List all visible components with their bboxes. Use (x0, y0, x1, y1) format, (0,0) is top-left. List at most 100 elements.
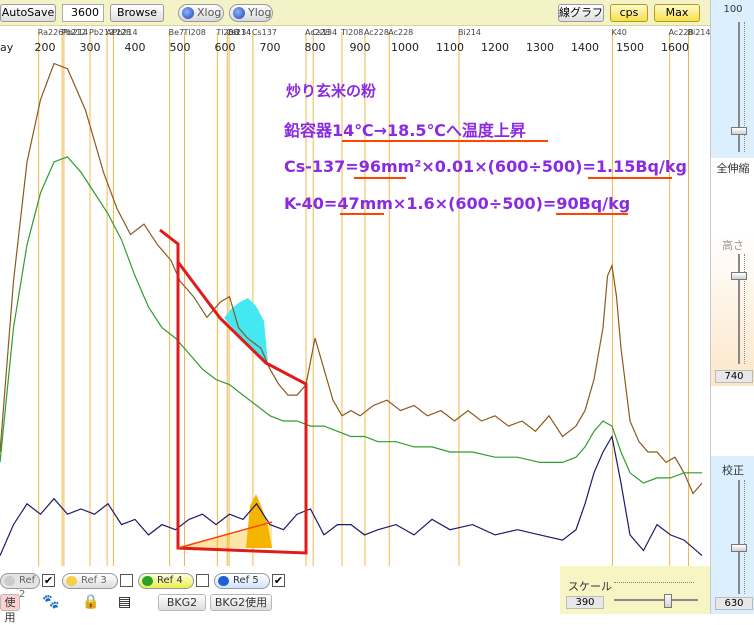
ref2-toggle[interactable]: Ref 2 (0, 573, 40, 600)
browse-button[interactable]: Browse (110, 4, 164, 22)
annotation-layer: 炒り玄米の粉 鉛容器14℃→18.5℃へ温度上昇 Cs-137=96mm²×0.… (284, 82, 687, 215)
autosave-button[interactable]: AutoSave (0, 4, 56, 22)
marker-label-pb214-2: Pb214 (63, 28, 88, 37)
baseline-shape-layer (159, 228, 308, 555)
marker-label-pb212-1: Pb212 (61, 28, 86, 37)
ylog-label: Ylog (248, 6, 272, 19)
marker-label-be7-6: Be7 (169, 28, 185, 37)
ref4-toggle[interactable]: Ref 4 (138, 573, 194, 589)
scale-track (614, 599, 698, 601)
cps-button[interactable]: cps (610, 4, 648, 22)
annotation-cs137: Cs-137=96mm²×0.01×(600÷500)=1.15Bq/kg (284, 157, 687, 176)
scale-value: 390 (566, 596, 604, 609)
ylog-toggle[interactable]: Ylog (229, 4, 273, 22)
x-tick-label-1400: 1400 (571, 41, 599, 54)
calibration-section: 校正 630 (711, 456, 754, 614)
ref4-label: Ref 4 (157, 575, 183, 586)
zoom-ticks (744, 22, 748, 152)
paw-icon[interactable]: 🐾 (42, 594, 60, 610)
marker-label-bi214-20: Bi214 (688, 28, 711, 37)
max-button[interactable]: Max (654, 4, 700, 22)
x-tick-label-1000: 1000 (391, 41, 419, 54)
annotation-temperature: 鉛容器14℃→18.5℃へ温度上昇 (284, 121, 526, 140)
height-track (738, 254, 740, 364)
height-ticks (744, 254, 748, 364)
bkg2-button[interactable]: BKG2 (158, 594, 206, 611)
use-button[interactable]: 使用 (0, 594, 20, 624)
ref4-checkbox[interactable] (196, 574, 209, 587)
ref5-checkbox[interactable]: ✔ (272, 574, 285, 587)
xlog-toggle[interactable]: Xlog (178, 4, 224, 22)
calibration-ticks (744, 480, 748, 594)
zoom-slider-thumb[interactable] (731, 127, 747, 135)
x-tick-label-1100: 1100 (436, 41, 464, 54)
ref2-label: Ref 2 (19, 575, 36, 600)
calibration-value: 630 (715, 597, 753, 610)
marker-label-tl208-7: Tl208 (183, 28, 206, 37)
zoom-label: 全伸縮 (716, 162, 750, 175)
calibration-slider-thumb[interactable] (731, 544, 747, 552)
series-line-0 (0, 62, 703, 495)
x-tick-label-700: 700 (260, 41, 281, 54)
x-tick-label-400: 400 (125, 41, 146, 54)
x-tick-label-900: 900 (350, 41, 371, 54)
scale-slider-thumb[interactable] (664, 594, 672, 608)
x-tick-label-ay: ay (0, 41, 14, 54)
bkg2-use-button[interactable]: BKG2使用 (210, 594, 272, 611)
measure-time-field[interactable]: 3600 (62, 4, 104, 22)
x-tick-label-300: 300 (80, 41, 101, 54)
line-graph-button[interactable]: 線グラフ (558, 4, 604, 22)
x-tick-label-1500: 1500 (616, 41, 644, 54)
marker-label-cs134-12: Cs134 (312, 28, 337, 37)
spectrum-chart: Ra226Pb212Pb214Pb212Ac228Pb214Be7Tl208Tl… (0, 26, 710, 566)
top-value: 100 (723, 4, 743, 15)
annotation-k40: K-40=47mm×1.6×(600÷500)=90Bq/kg (284, 194, 630, 213)
marker-label-ac228-4: Ac228 (106, 28, 131, 37)
cs-triangle-fill (180, 524, 272, 548)
scale-label: スケール (568, 580, 612, 593)
ref2-checkbox[interactable]: ✔ (42, 574, 55, 587)
series-line-1 (0, 156, 702, 484)
marker-label-pb212-3: Pb212 (89, 28, 114, 37)
plot-background (0, 26, 710, 566)
x-tick-label-1300: 1300 (526, 41, 554, 54)
xlog-label: Xlog (197, 6, 222, 19)
marker-label-ra226-0: Ra226 (38, 28, 64, 37)
marker-label-ac228-16: Ac228 (388, 28, 413, 37)
calibration-label: 校正 (722, 464, 744, 477)
x-axis-layer: ay 200 300 400 500 600 700 800 900 1000 1100 1200 13… (0, 41, 689, 54)
marker-label-k40-18: K40 (611, 28, 626, 37)
clipboard-icon[interactable]: ▤ (118, 594, 132, 610)
height-label: 高さ (722, 239, 744, 252)
right-panel: 100 全伸縮 高さ 740 校正 630 (710, 0, 754, 614)
height-value: 740 (715, 370, 753, 383)
height-section: 高さ 740 (711, 236, 754, 386)
ref5-dot-icon (218, 576, 229, 586)
ref5-toggle[interactable]: Ref 5 (214, 573, 270, 589)
zoom-section: 100 (711, 0, 754, 158)
baseline-outline (159, 228, 308, 555)
marker-label-pb214-5: Pb214 (112, 28, 137, 37)
x-tick-label-1200: 1200 (481, 41, 509, 54)
nuclide-marker-layer: Ra226Pb212Pb214Pb212Ac228Pb214Be7Tl208Tl… (38, 28, 710, 566)
marker-label-cs134-10: Cs134 (226, 28, 251, 37)
ylog-radio-icon (233, 7, 245, 19)
ref4-dot-icon (142, 576, 153, 586)
x-tick-label-200: 200 (35, 41, 56, 54)
lock-icon[interactable]: 🔒 (82, 594, 100, 610)
height-slider-thumb[interactable] (731, 272, 747, 280)
ref5-label: Ref 5 (233, 575, 259, 586)
cs-baseline (177, 521, 273, 549)
scale-ticks (614, 582, 694, 583)
bottom-bar: Ref 2 ✔ Ref 3 Ref 4 Ref 5 ✔ 使用 🐾 🔒 ▤ BKG… (0, 566, 710, 624)
ref3-toggle[interactable]: Ref 3 (62, 573, 118, 589)
zoom-track (738, 22, 740, 152)
ref3-checkbox[interactable] (120, 574, 133, 587)
calibration-track (738, 480, 740, 594)
x-tick-label-800: 800 (305, 41, 326, 54)
cs-peak-fill (246, 494, 272, 548)
annotation-title: 炒り玄米の粉 (286, 82, 376, 100)
ref2-dot-icon (4, 576, 15, 586)
series-line-2 (0, 434, 703, 557)
marker-label-tl208-14: Tl208 (340, 28, 363, 37)
